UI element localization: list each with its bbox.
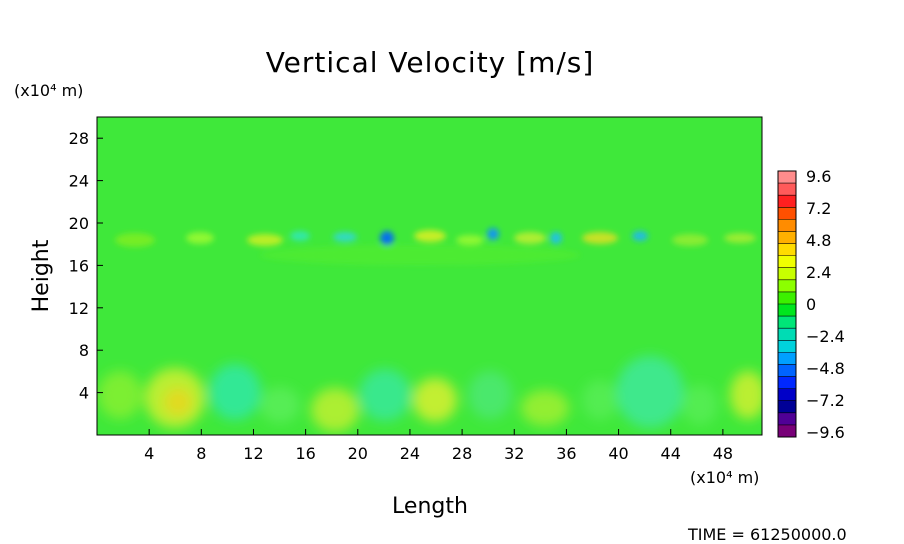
y-axis-title: Height: [29, 239, 54, 312]
colorbar-swatch: [778, 412, 796, 426]
colorbar-swatch: [778, 388, 796, 402]
colorbar-swatch: [778, 231, 796, 245]
x-axis-title: Length: [392, 494, 468, 519]
colorbar-label: −4.8: [806, 359, 845, 378]
x-tick-label: 4: [144, 444, 154, 463]
colorbar-swatch: [778, 243, 796, 257]
colorbar-swatch: [778, 304, 796, 317]
x-tick-label: 36: [556, 444, 576, 463]
colorbar-swatch: [778, 316, 796, 329]
colorbar-label: 7.2: [806, 199, 831, 218]
heatmap-lower-cells: [98, 356, 762, 432]
colorbar-label: −7.2: [806, 391, 845, 410]
y-tick-label: 4: [79, 384, 89, 403]
x-tick-label: 44: [661, 444, 681, 463]
colorbar-label: 2.4: [806, 263, 831, 282]
colorbar-swatch: [778, 328, 796, 341]
y-tick-label: 16: [69, 256, 89, 275]
x-tick-label: 48: [713, 444, 733, 463]
plot-frame: [96, 116, 763, 436]
colorbar-swatch: [778, 279, 796, 293]
colorbar-swatch: [778, 171, 796, 184]
colorbar-label: −9.6: [806, 423, 845, 442]
x-tick-label: 16: [295, 444, 315, 463]
heatmap-upper-band: [115, 228, 756, 265]
colorbar-swatch: [778, 267, 796, 281]
colorbar-swatch: [778, 340, 796, 353]
x-tick-label: 40: [608, 444, 628, 463]
colorbar-swatch: [778, 364, 796, 378]
colorbar-label: 4.8: [806, 231, 831, 250]
x-tick-label: 24: [400, 444, 420, 463]
y-axis-ticks: 4 8 12 16 20 24 28: [69, 129, 103, 403]
colorbar-swatch: [778, 183, 796, 196]
colorbar-swatch: [778, 195, 796, 208]
colorbar-swatch: [778, 424, 796, 438]
x-tick-label: 28: [452, 444, 472, 463]
plot-area: [97, 117, 762, 435]
chart-title: Vertical Velocity [m/s]: [266, 46, 595, 79]
x-tick-label: 8: [196, 444, 206, 463]
colorbar-label: 0: [806, 295, 816, 314]
y-tick-label: 8: [79, 341, 89, 360]
colorbar-swatch: [778, 352, 796, 365]
x-axis-unit: (x10⁴ m): [690, 468, 759, 487]
time-annotation: TIME = 61250000.0: [687, 525, 847, 544]
colorbar-swatch: [778, 219, 796, 232]
y-tick-label: 12: [69, 299, 89, 318]
y-tick-label: 20: [69, 214, 89, 233]
x-tick-label: 20: [348, 444, 368, 463]
colorbar-swatch: [778, 255, 796, 269]
colorbar-label: 9.6: [806, 167, 831, 186]
x-tick-label: 32: [504, 444, 524, 463]
y-tick-label: 28: [69, 129, 89, 148]
colorbar-swatch: [778, 291, 796, 305]
colorbar-swatch: [778, 376, 796, 390]
colorbar-swatch: [778, 400, 796, 414]
x-axis-ticks: 4 8 12 16 20 24 28 32 36 40 44 48: [144, 429, 733, 463]
y-tick-label: 24: [69, 172, 89, 191]
colorbar: [777, 170, 797, 438]
colorbar-swatch: [778, 207, 796, 220]
colorbar-frame: [777, 170, 797, 438]
colorbar-label: −2.4: [806, 327, 845, 346]
colorbar-labels: 9.6 7.2 4.8 2.4 0 −2.4 −4.8 −7.2 −9.6: [806, 167, 845, 442]
x-tick-label: 12: [243, 444, 263, 463]
y-axis-unit: (x10⁴ m): [14, 81, 83, 100]
